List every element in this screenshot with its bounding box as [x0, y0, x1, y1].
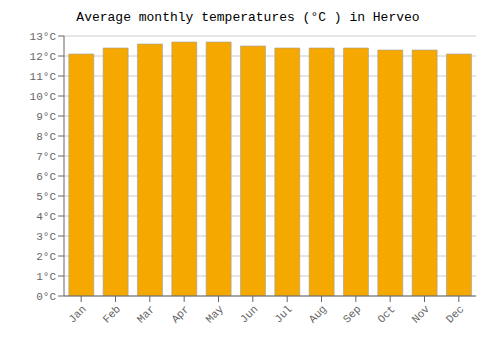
svg-text:Jun: Jun [238, 303, 260, 325]
svg-text:Jan: Jan [66, 303, 88, 325]
svg-text:6°C: 6°C [36, 171, 56, 183]
svg-text:1°C: 1°C [36, 271, 56, 283]
svg-text:2°C: 2°C [36, 251, 56, 263]
svg-text:10°C: 10°C [30, 91, 57, 103]
svg-text:8°C: 8°C [36, 131, 56, 143]
svg-text:11°C: 11°C [30, 71, 57, 83]
svg-text:9°C: 9°C [36, 111, 56, 123]
svg-text:May: May [204, 303, 227, 326]
svg-text:Apr: Apr [169, 303, 191, 325]
svg-text:Nov: Nov [410, 303, 433, 326]
svg-text:13°C: 13°C [30, 31, 57, 43]
svg-text:5°C: 5°C [36, 191, 56, 203]
svg-text:Oct: Oct [375, 303, 397, 325]
svg-text:Sep: Sep [341, 303, 363, 325]
svg-text:Aug: Aug [307, 303, 329, 325]
svg-text:7°C: 7°C [36, 151, 56, 163]
svg-text:4°C: 4°C [36, 211, 56, 223]
svg-text:Jul: Jul [272, 303, 294, 325]
svg-text:Mar: Mar [135, 303, 157, 325]
svg-text:0°C: 0°C [36, 291, 56, 303]
svg-text:3°C: 3°C [36, 231, 56, 243]
svg-text:Feb: Feb [101, 303, 123, 325]
html-text:Average monthly temperatures (: Average monthly temperatures (°C ) in He… [76, 10, 420, 25]
svg-text:12°C: 12°C [30, 51, 57, 63]
svg-text:Dec: Dec [444, 303, 466, 325]
